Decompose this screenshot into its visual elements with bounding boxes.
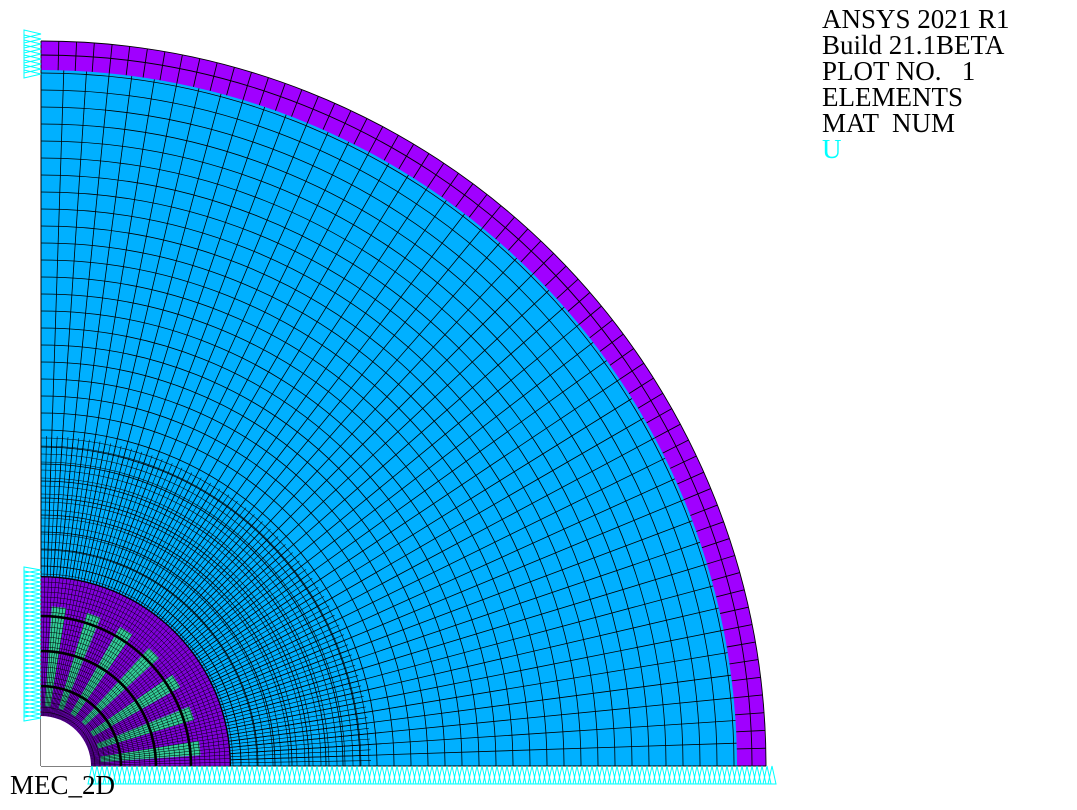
bore-hole	[41, 716, 91, 766]
model-name-label: MEC_2D	[10, 770, 116, 800]
inner-mesh-grid	[41, 576, 231, 766]
color-by-label: MAT NUM	[822, 108, 956, 138]
triangle-constraint-icon	[23, 29, 42, 722]
plot-number-label: PLOT NO. 1	[822, 56, 976, 86]
plot-info-legend: ANSYS 2021 R1 Build 21.1BETA PLOT NO. 1 …	[822, 4, 1010, 164]
plot-type-label: ELEMENTS	[822, 82, 963, 112]
product-label: ANSYS 2021 R1	[822, 4, 1010, 34]
boundary-condition-legend-u: U	[822, 134, 842, 164]
build-label: Build 21.1BETA	[822, 30, 1005, 60]
mesh-grid	[40, 40, 767, 767]
triangle-constraint-icon	[87, 765, 777, 785]
